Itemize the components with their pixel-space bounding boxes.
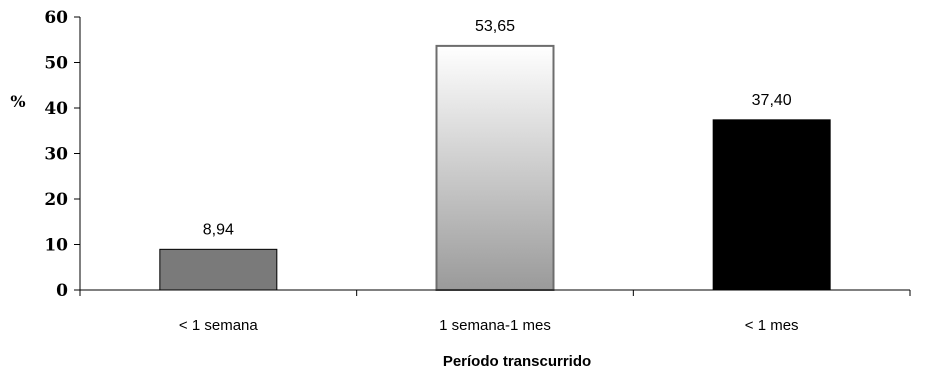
- x-tick-label: 1 semana-1 mes: [439, 317, 551, 334]
- y-tick-label: 60: [44, 8, 68, 28]
- y-tick-label: 20: [44, 190, 68, 210]
- x-tick-label: < 1 mes: [745, 317, 799, 334]
- y-axis: 0 10 20 30 40 50 60: [44, 8, 81, 301]
- y-tick-label: 50: [44, 54, 68, 74]
- data-label: 37,40: [752, 92, 792, 109]
- y-tick-label: 10: [44, 236, 68, 256]
- data-label: 8,94: [203, 221, 234, 238]
- y-tick-label: 30: [44, 145, 68, 165]
- y-axis-title: %: [10, 92, 25, 111]
- bar: [712, 119, 831, 291]
- bar: [435, 44, 555, 291]
- x-axis: < 1 semana 1 semana-1 mes < 1 mes: [79, 289, 911, 334]
- bar: [159, 248, 278, 291]
- data-label: 53,65: [475, 18, 515, 35]
- bars-group: 8,94 53,65 37,40: [159, 18, 831, 291]
- y-tick-label: 40: [44, 99, 68, 119]
- x-tick-label: < 1 semana: [179, 317, 258, 334]
- x-axis-title: Período transcurrido: [443, 353, 591, 370]
- y-tick-label: 0: [56, 281, 68, 301]
